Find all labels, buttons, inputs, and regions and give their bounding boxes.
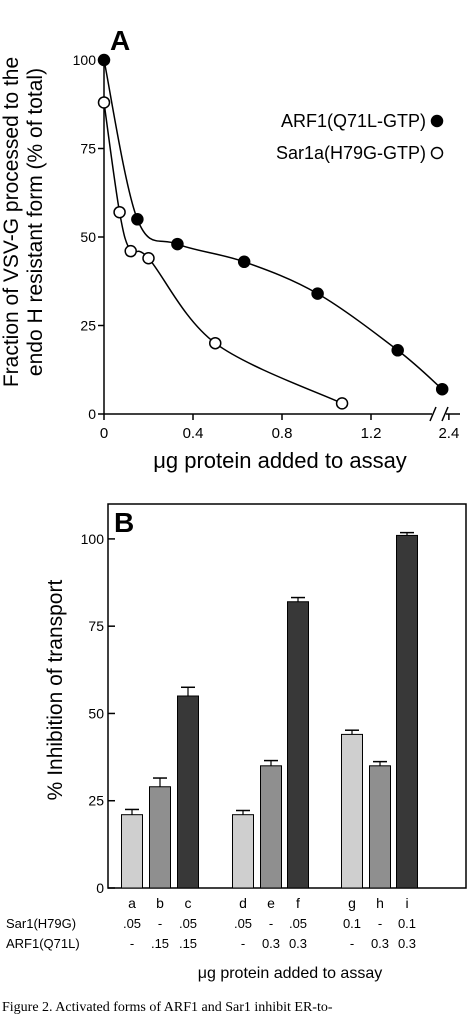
panel-b-row-value: -: [241, 936, 245, 951]
panel-a-x-tick-label: 0: [100, 425, 108, 442]
panel-b-bar-e: [260, 765, 282, 889]
panel-a-point-series-2: [97, 96, 111, 109]
panel-a-points: [97, 53, 449, 410]
panel-a-legend-marker: [430, 146, 444, 160]
panel-b-bars: a b c d e f g h i: [121, 531, 418, 911]
panel-a-point-series-2: [209, 336, 222, 350]
figure-caption: Figure 2. Activated forms of ARF1 and Sa…: [2, 1000, 333, 1015]
panel-b-category-label: a: [128, 895, 136, 911]
panel-b-category-label: i: [405, 895, 408, 911]
panel-a-ylabel-line1: Fraction of VSV-G processed to the: [0, 57, 23, 387]
panel-a: Fraction of VSV-G processed to the endo …: [0, 25, 460, 473]
panel-a-x-tick-label: 1.2: [361, 425, 382, 442]
panel-b-category-label: h: [376, 895, 384, 911]
panel-b-row-label: Sar1(H79G): [6, 916, 76, 931]
panel-a-point-series-1: [131, 213, 144, 226]
panel-a-point-series-2: [335, 397, 349, 410]
panel-b-row-value: -: [130, 936, 134, 951]
panel-b-row-table: Sar1(H79G) .05 - .05 .05 - .05 0.1 - 0.1 ARF1(Q71L…: [6, 916, 416, 951]
panel-b-bar-g: [341, 733, 363, 889]
panel-a-axis-break: [429, 406, 449, 422]
panel-b-category-label: f: [296, 895, 300, 911]
panel-a-legend-marker: [430, 114, 444, 128]
panel-b-row-value: 0.1: [343, 916, 361, 931]
panel-b-row-value: 0.3: [398, 936, 416, 951]
panel-b-y-tick-label: 25: [88, 793, 104, 809]
panel-b-row-value: .05: [123, 916, 141, 931]
panel-a-ylabel-line2: endo H resistant form (% of total): [24, 68, 47, 376]
panel-b-bar-b: [149, 786, 171, 889]
panel-b-row-value: 0.3: [262, 936, 280, 951]
panel-b-bar-f: [287, 601, 309, 889]
panel-a-point-series-2: [124, 244, 137, 258]
panel-a-curve-2: [103, 102, 343, 405]
panel-a-label: A: [110, 25, 130, 56]
panel-b-bar-i: [396, 534, 418, 889]
panel-b-category-label: d: [239, 895, 247, 911]
panel-a-legend-label: Sar1a(H79G-GTP): [276, 143, 426, 163]
panel-b-row-value: .05: [234, 916, 252, 931]
panel-a-y-tick-label: 75: [80, 141, 96, 157]
panel-b-y-tick-label: 75: [88, 618, 104, 634]
panel-b-ylabel: % Inhibition of transport: [44, 580, 67, 801]
panel-a-legend: ARF1(Q71L-GTP) Sar1a(H79G-GTP): [276, 111, 444, 163]
panel-a-y-tick-label: 50: [80, 229, 96, 245]
panel-a-point-series-2: [142, 251, 155, 265]
panel-b-category-label: g: [348, 895, 356, 911]
panel-a-point-series-1: [97, 53, 111, 67]
panel-b-bar-a: [121, 814, 143, 889]
panel-b-row-value: -: [378, 916, 382, 931]
panel-b-row-value: .05: [289, 916, 307, 931]
panel-a-y-tick-label: 25: [80, 318, 96, 334]
panel-b-bar-c: [177, 695, 199, 889]
panel-a-y-tick-label: 100: [73, 52, 97, 68]
panel-b-row-value: 0.3: [371, 936, 389, 951]
panel-a-x-tick-label: 2.4: [438, 425, 459, 442]
panel-a-point-series-2: [113, 205, 126, 219]
panel-b-row-value: -: [269, 916, 273, 931]
panel-b-y-tick-label: 100: [81, 531, 105, 547]
panel-a-x-tick-label: 0.4: [183, 425, 204, 442]
panel-b-row-value: -: [350, 936, 354, 951]
panel-b-axes: 0 25 50 75 100: [81, 531, 115, 896]
panel-b-row-value: 0.1: [398, 916, 416, 931]
panel-b-row-value: -: [158, 916, 162, 931]
panel-b-xlabel: μg protein added to assay: [198, 965, 382, 982]
panel-a-y-tick-label: 0: [88, 406, 96, 422]
panel-b-row-value: .15: [151, 936, 169, 951]
panel-b-label: B: [114, 507, 134, 538]
panel-b-row-label: ARF1(Q71L): [6, 936, 80, 951]
panel-b-row-value: .15: [179, 936, 197, 951]
panel-a-point-series-1: [237, 255, 251, 269]
panel-b-y-tick-label: 50: [88, 705, 104, 721]
panel-a-axes: 0 25 50 75 100 0 0.4 0.8 1.2 2.4: [73, 52, 460, 442]
panel-a-point-series-1: [171, 237, 184, 251]
panel-a-curve-1: [103, 59, 443, 390]
panel-b-category-label: e: [267, 895, 275, 911]
panel-b-row-value: .05: [179, 916, 197, 931]
panel-b: % Inhibition of transport B 0 25 50 75 100 a…: [6, 503, 467, 982]
panel-a-xlabel: μg protein added to assay: [153, 448, 407, 473]
panel-a-point-series-1: [391, 344, 404, 357]
panel-b-row-value: 0.3: [289, 936, 307, 951]
panel-b-bar-d: [232, 814, 254, 889]
panel-a-legend-label: ARF1(Q71L-GTP): [281, 111, 426, 131]
panel-b-category-label: c: [185, 895, 192, 911]
panel-b-y-tick-label: 0: [96, 880, 104, 896]
panel-a-point-series-1: [435, 382, 449, 396]
panel-b-bar-h: [369, 765, 391, 889]
panel-a-x-tick-label: 0.8: [272, 425, 293, 442]
panel-b-category-label: b: [156, 895, 164, 911]
panel-a-point-series-1: [311, 287, 324, 300]
